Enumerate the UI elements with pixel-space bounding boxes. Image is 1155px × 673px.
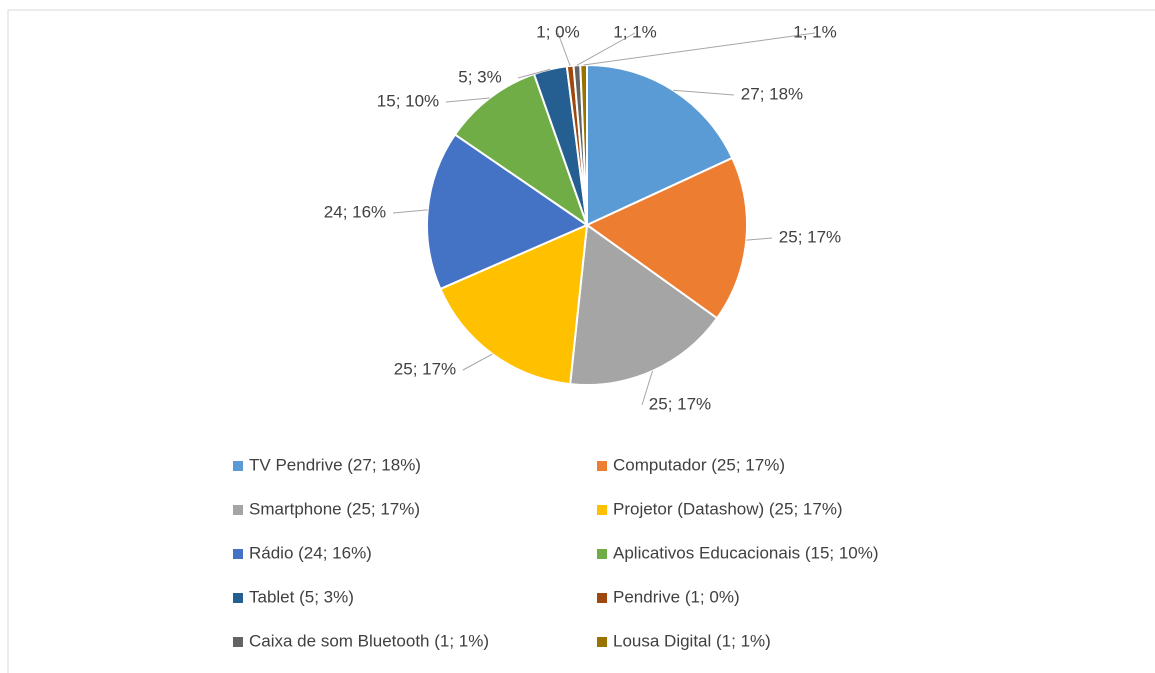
data-label: 25; 17% bbox=[779, 227, 841, 246]
legend-label: Tablet (5; 3%) bbox=[249, 587, 354, 606]
leader-line bbox=[673, 89, 735, 96]
legend-label: Rádio (24; 16%) bbox=[249, 543, 372, 562]
legend-swatch bbox=[597, 505, 607, 515]
pie-slice bbox=[439, 223, 589, 386]
data-label: 1; 0% bbox=[536, 22, 579, 41]
legend-label: Aplicativos Educacionais (15; 10%) bbox=[613, 543, 879, 562]
leader-line bbox=[445, 97, 490, 103]
data-label: 1; 1% bbox=[613, 22, 656, 41]
legend-swatch bbox=[597, 593, 607, 603]
legend-swatch bbox=[233, 549, 243, 559]
legend-swatch bbox=[233, 461, 243, 471]
leader-line bbox=[517, 68, 551, 79]
leader-line bbox=[583, 32, 816, 66]
legend-swatch bbox=[597, 637, 607, 647]
pie-slice bbox=[569, 223, 719, 386]
legend-swatch bbox=[233, 505, 243, 515]
leader-line bbox=[392, 209, 428, 214]
legend-label: Projetor (Datashow) (25; 17%) bbox=[613, 499, 843, 518]
data-label: 24; 16% bbox=[324, 202, 386, 221]
legend-label: TV Pendrive (27; 18%) bbox=[249, 455, 421, 474]
chart-border bbox=[7, 9, 1155, 673]
data-label: 1; 1% bbox=[793, 22, 836, 41]
legend-label: Caixa de som Bluetooth (1; 1%) bbox=[249, 631, 489, 650]
pie-slice bbox=[585, 156, 748, 320]
legend-label: Pendrive (1; 0%) bbox=[613, 587, 740, 606]
data-label: 25; 17% bbox=[649, 394, 711, 413]
leader-line bbox=[746, 237, 773, 241]
legend-label: Computador (25; 17%) bbox=[613, 455, 785, 474]
data-label: 5; 3% bbox=[458, 67, 501, 86]
legend-swatch bbox=[597, 549, 607, 559]
data-label: 25; 17% bbox=[394, 359, 456, 378]
leader-line bbox=[641, 370, 653, 406]
data-label: 27; 18% bbox=[741, 84, 803, 103]
data-label: 15; 10% bbox=[377, 91, 439, 110]
legend-label: Lousa Digital (1; 1%) bbox=[613, 631, 771, 650]
leader-line bbox=[462, 353, 493, 371]
pie-slice bbox=[586, 63, 734, 227]
legend-swatch bbox=[233, 637, 243, 647]
leader-line bbox=[576, 32, 636, 66]
legend-label: Smartphone (25; 17%) bbox=[249, 499, 420, 518]
leader-line bbox=[557, 32, 571, 67]
legend-swatch bbox=[597, 461, 607, 471]
legend-swatch bbox=[233, 593, 243, 603]
